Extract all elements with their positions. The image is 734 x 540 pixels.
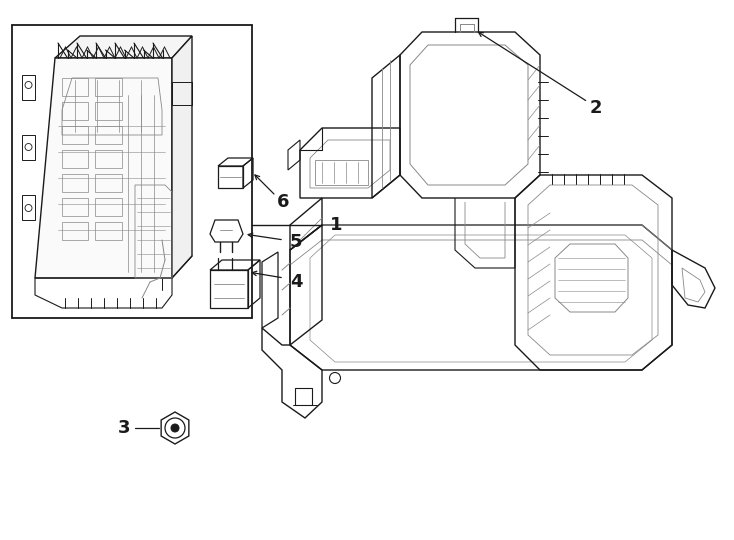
Polygon shape [35,58,172,278]
Text: 1: 1 [330,216,343,234]
Text: 3: 3 [117,419,130,437]
Circle shape [171,424,179,432]
Text: 2: 2 [590,99,603,117]
Text: 6: 6 [277,193,289,211]
Polygon shape [172,36,192,278]
Polygon shape [55,36,192,58]
Text: 4: 4 [290,273,302,291]
Text: 5: 5 [290,233,302,251]
